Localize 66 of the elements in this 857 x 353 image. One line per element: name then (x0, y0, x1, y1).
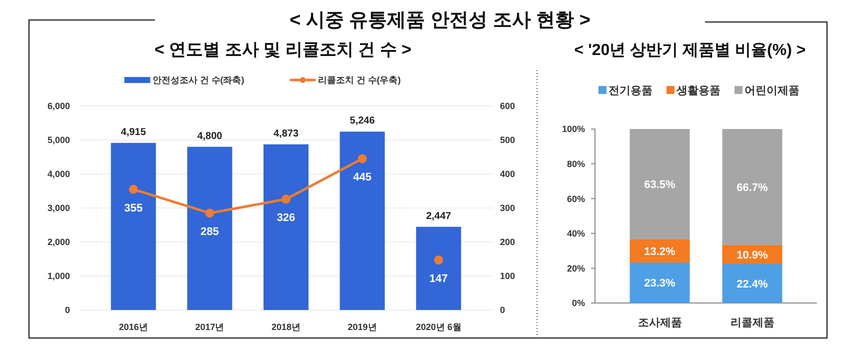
x-tick-label: 2020년 6월 (416, 322, 462, 332)
chart-title: < '20년 상반기 제품별 비율(%) > (574, 42, 806, 59)
data-label: 4,800 (197, 130, 223, 142)
data-label: 4,873 (273, 128, 299, 140)
x-tick-label: 조사제품 (638, 317, 682, 329)
y2-tick-label: 200 (500, 237, 516, 248)
bar (110, 142, 156, 310)
bar (722, 129, 782, 246)
legend-label: 어린이제품 (744, 84, 800, 97)
y-tick-label: 0% (572, 298, 585, 308)
data-label: 63.5% (644, 179, 676, 192)
y-tick-label: 5,000 (47, 135, 70, 146)
y-tick-label: 4,000 (47, 169, 70, 180)
point (434, 256, 444, 265)
y2-tick-label: 400 (500, 169, 516, 180)
legend-label: 리콜조치 건 수(우축) (318, 75, 401, 86)
y-tick-label: 40% (566, 228, 585, 239)
y2-tick-label: 600 (500, 101, 516, 112)
legend-label: 생활용품 (676, 84, 720, 97)
y-tick-label: 0 (64, 305, 70, 316)
y2-tick-label: 300 (500, 203, 516, 214)
y-tick-label: 20% (566, 263, 585, 274)
legend-label: 전기용품 (608, 84, 652, 97)
x-tick-label: 2018년 (271, 322, 301, 332)
bar (264, 144, 308, 310)
data-label: 13.2% (644, 246, 676, 258)
y-tick-label: 100% (562, 124, 585, 134)
y-tick-label: 2,000 (47, 237, 70, 248)
y2-tick-label: 100 (500, 271, 516, 282)
data-label: 4,915 (120, 126, 146, 138)
y-tick-label: 6,000 (47, 101, 70, 112)
data-label: 10.9% (736, 249, 768, 262)
y-tick-label: 3,000 (47, 203, 70, 214)
y-tick-label: 1,000 (47, 271, 70, 282)
y-tick-label: 80% (566, 158, 585, 169)
bar (630, 239, 690, 262)
point (205, 208, 214, 218)
legend-label: 안전성조사 건 수(좌축) (152, 75, 244, 86)
bar (340, 132, 385, 310)
x-tick-label: 리콜제품 (730, 317, 774, 329)
data-label: 2,447 (426, 210, 452, 222)
y2-tick-label: 0 (500, 305, 506, 316)
data-label: 326 (276, 212, 296, 224)
data-label: 23.3% (644, 278, 676, 290)
data-label: 22.4% (736, 278, 768, 290)
y2-tick-label: 500 (500, 135, 516, 146)
point (128, 184, 138, 194)
chart-subtitle: < 연도별 조사 및 리콜조치 건 수 > (154, 40, 412, 59)
point (282, 194, 290, 204)
bar (187, 146, 232, 310)
y-tick-label: 60% (566, 194, 585, 204)
point (358, 154, 367, 164)
data-label: 66.7% (736, 182, 768, 194)
data-label: 445 (353, 172, 372, 184)
data-label: 147 (429, 273, 448, 286)
bar (416, 226, 462, 310)
chart-title: < 시중 유통제품 안전성 조사 현황 > (290, 10, 590, 31)
bar (722, 264, 782, 303)
x-tick-label: 2017년 (195, 322, 224, 332)
bar (630, 262, 690, 303)
data-label: 355 (124, 202, 143, 214)
x-tick-label: 2016년 (118, 322, 148, 332)
x-tick-label: 2019년 (348, 322, 377, 332)
bar (630, 129, 690, 240)
data-label: 285 (200, 226, 219, 238)
data-label: 5,246 (350, 116, 376, 127)
